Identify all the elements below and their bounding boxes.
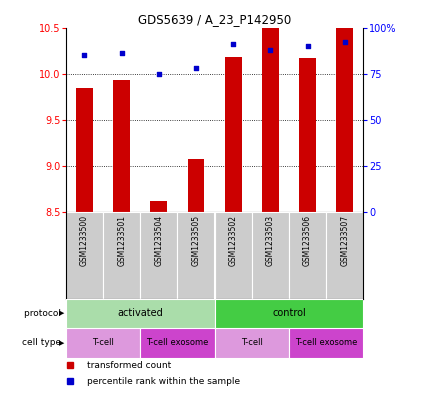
Text: protocol: protocol xyxy=(24,309,64,318)
Point xyxy=(341,39,348,46)
Text: ▶: ▶ xyxy=(59,340,65,346)
Bar xyxy=(289,212,326,299)
Bar xyxy=(252,212,289,299)
Text: activated: activated xyxy=(117,309,163,318)
Text: GSM1233502: GSM1233502 xyxy=(229,215,238,266)
Bar xyxy=(225,57,241,212)
Point xyxy=(267,46,274,53)
Bar xyxy=(150,201,167,212)
Bar xyxy=(113,80,130,212)
Text: cell type: cell type xyxy=(22,338,64,347)
Point xyxy=(81,52,88,58)
Text: GSM1233504: GSM1233504 xyxy=(154,215,163,266)
Point xyxy=(230,41,237,47)
Point xyxy=(156,70,162,77)
Bar xyxy=(103,212,140,299)
Bar xyxy=(66,212,103,299)
Text: T-cell exosome: T-cell exosome xyxy=(146,338,209,347)
Title: GDS5639 / A_23_P142950: GDS5639 / A_23_P142950 xyxy=(138,13,291,26)
Bar xyxy=(262,26,279,212)
Text: ▶: ▶ xyxy=(59,310,65,316)
Text: GSM1233501: GSM1233501 xyxy=(117,215,126,266)
Bar xyxy=(326,212,363,299)
Point xyxy=(304,43,311,49)
Bar xyxy=(188,159,204,212)
Text: GSM1233507: GSM1233507 xyxy=(340,215,349,266)
Bar xyxy=(215,299,363,328)
Bar xyxy=(66,328,140,358)
Bar xyxy=(140,328,215,358)
Bar xyxy=(215,212,252,299)
Bar xyxy=(299,58,316,212)
Text: T-cell exosome: T-cell exosome xyxy=(295,338,357,347)
Text: GSM1233506: GSM1233506 xyxy=(303,215,312,266)
Text: GSM1233503: GSM1233503 xyxy=(266,215,275,266)
Bar xyxy=(140,212,178,299)
Text: percentile rank within the sample: percentile rank within the sample xyxy=(87,377,240,386)
Bar xyxy=(337,28,353,212)
Text: T-cell: T-cell xyxy=(92,338,114,347)
Text: control: control xyxy=(272,309,306,318)
Bar xyxy=(289,328,363,358)
Bar xyxy=(76,88,93,212)
Text: transformed count: transformed count xyxy=(87,361,171,370)
Point xyxy=(193,65,199,71)
Text: T-cell: T-cell xyxy=(241,338,263,347)
Bar xyxy=(215,328,289,358)
Text: GSM1233500: GSM1233500 xyxy=(80,215,89,266)
Bar xyxy=(178,212,215,299)
Bar xyxy=(66,299,215,328)
Point xyxy=(118,50,125,57)
Text: GSM1233505: GSM1233505 xyxy=(192,215,201,266)
